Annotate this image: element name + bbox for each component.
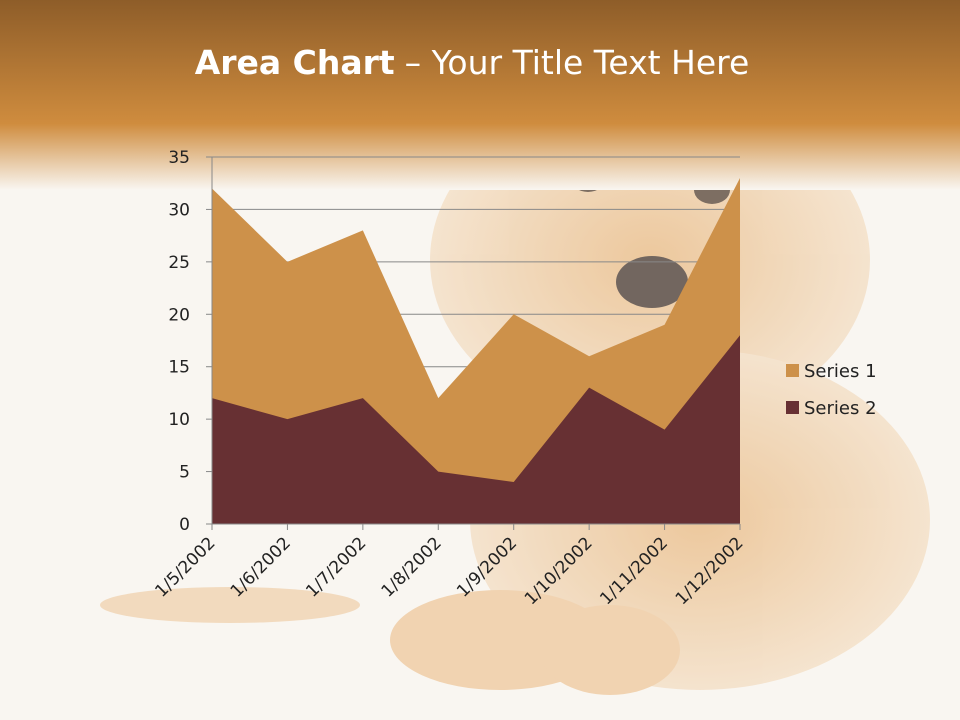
- title-bold: Area Chart: [195, 43, 395, 82]
- y-tick-label: 5: [179, 463, 190, 483]
- title: Area Chart – Your Title Text Here: [195, 43, 750, 82]
- legend-swatch: [786, 364, 799, 377]
- y-tick-label: 25: [168, 253, 190, 273]
- y-tick-label: 10: [168, 410, 190, 430]
- legend-swatch: [786, 401, 799, 414]
- legend-label: Series 1: [804, 361, 877, 382]
- y-tick-label: 0: [179, 515, 190, 535]
- legend-label: Series 2: [804, 398, 877, 419]
- y-tick-label: 15: [168, 358, 190, 378]
- y-tick-label: 30: [168, 200, 190, 220]
- y-tick-label: 20: [168, 305, 190, 325]
- header-band: [0, 0, 960, 190]
- title-rest: – Your Title Text Here: [405, 43, 750, 82]
- area: [212, 335, 740, 524]
- y-tick-label: 35: [168, 148, 190, 168]
